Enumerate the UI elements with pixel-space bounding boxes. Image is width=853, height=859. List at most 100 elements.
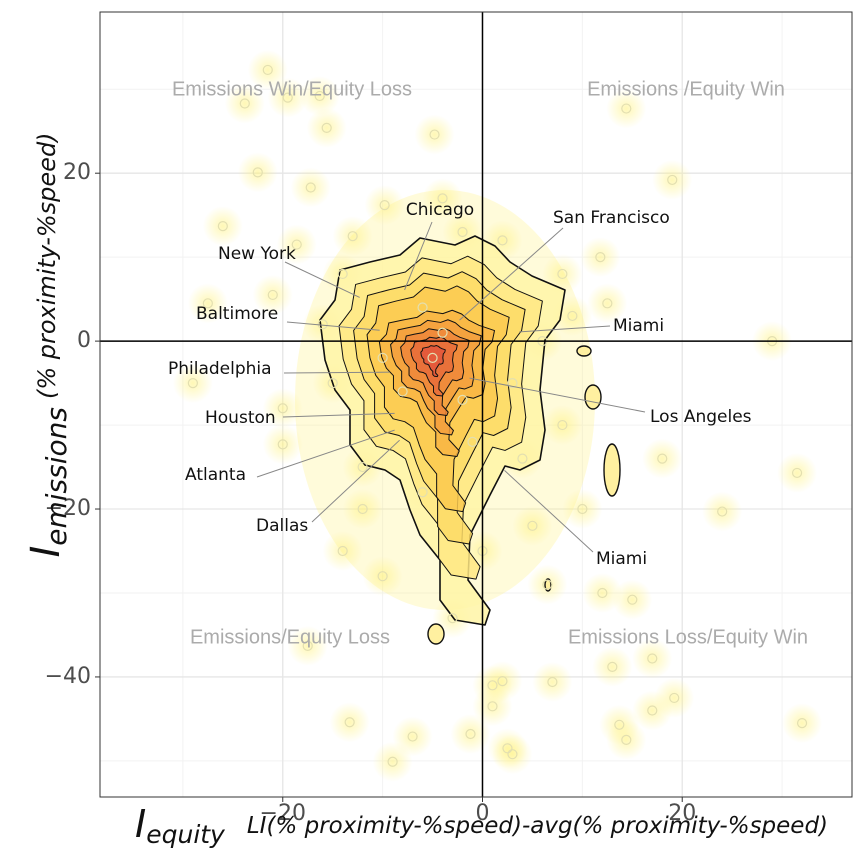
density-glow <box>422 178 463 219</box>
density-glow <box>654 677 695 718</box>
y-axis-title-text: Iemissions (% proximity-%speed) <box>23 132 73 557</box>
point <box>277 403 288 414</box>
point <box>507 377 518 389</box>
x-tick-label: 20 <box>668 801 696 826</box>
density-glow <box>580 237 621 278</box>
point <box>327 377 338 389</box>
density-glow <box>290 167 331 208</box>
point <box>465 728 476 740</box>
density-glow <box>532 661 573 702</box>
y-tick-label: −40 <box>45 664 91 689</box>
point <box>437 193 448 204</box>
density-glow <box>287 625 328 666</box>
density-glow <box>782 703 823 744</box>
quadrant-label: Emissions /Equity Win <box>587 78 785 100</box>
point <box>791 467 803 479</box>
density-contour <box>576 345 592 357</box>
y-title-text: (% proximity-%speed) <box>33 132 61 399</box>
point <box>457 226 468 238</box>
density-glow <box>492 734 533 775</box>
annotation-label: Miami <box>613 316 664 336</box>
point <box>429 129 440 140</box>
point <box>217 220 228 232</box>
point <box>291 239 302 250</box>
x-title-text: LI(% proximity-%speed)-avg(% proximity-%… <box>247 813 828 839</box>
point <box>607 661 618 672</box>
point <box>314 90 325 102</box>
point <box>302 640 313 651</box>
x-title-sub: equity <box>146 820 226 849</box>
annotation-leader <box>286 321 380 331</box>
annotation-label: Atlanta <box>185 465 246 485</box>
point <box>277 439 288 450</box>
density-glow <box>362 556 403 597</box>
annotation-leader <box>519 325 611 333</box>
density-glow <box>582 572 623 613</box>
annotation-label: Dallas <box>256 516 308 536</box>
annotation-label: Houston <box>205 408 276 428</box>
point <box>387 756 398 767</box>
density-glow <box>652 159 693 200</box>
density-glow <box>322 531 363 572</box>
point <box>267 289 278 301</box>
density-glow <box>472 686 513 727</box>
x-tick-label: −20 <box>260 801 306 826</box>
point <box>357 461 368 473</box>
point <box>344 717 355 728</box>
density-glow <box>237 152 278 193</box>
point <box>417 302 428 313</box>
point <box>487 701 498 712</box>
y-tick-label: −20 <box>45 496 91 521</box>
y-tick-label: 0 <box>77 328 91 353</box>
density-glow <box>202 206 243 247</box>
point <box>379 200 390 211</box>
annotation-leader <box>469 377 646 413</box>
point <box>305 182 316 193</box>
x-title-symbol: I <box>135 802 146 846</box>
annotation-leader <box>504 470 594 553</box>
density-glow <box>372 741 413 782</box>
point <box>557 268 568 280</box>
panel-border <box>99 11 853 798</box>
point <box>502 743 513 754</box>
y-axis-title: Iemissions (% proximity-%speed) <box>23 132 73 557</box>
point <box>202 298 213 309</box>
point <box>357 503 368 515</box>
point <box>614 719 625 730</box>
density-glow <box>587 283 628 324</box>
annotation-label: Miami <box>596 549 647 569</box>
density-glow <box>606 719 647 760</box>
point <box>377 571 388 582</box>
density-glow <box>512 505 553 546</box>
annotation-leader <box>404 221 433 291</box>
annotation-leader <box>459 227 564 321</box>
point <box>796 718 808 729</box>
density-glow <box>332 216 373 257</box>
y-tick-label: 20 <box>63 160 91 185</box>
point <box>447 613 458 624</box>
density-glow <box>276 224 317 265</box>
point <box>595 252 606 263</box>
annotation-leader <box>284 261 360 298</box>
density-glow <box>172 363 213 404</box>
density-glow <box>342 489 383 530</box>
point <box>507 749 518 760</box>
quadrant-label: Emissions/Equity Loss <box>190 626 390 648</box>
point <box>239 98 250 109</box>
point <box>527 520 538 531</box>
quadrant-label: Emissions Loss/Equity Win <box>568 626 808 648</box>
point <box>252 167 263 178</box>
x-tick-label: 0 <box>475 801 489 826</box>
point <box>602 298 613 309</box>
point <box>457 394 468 405</box>
point <box>517 453 528 464</box>
point <box>487 680 498 691</box>
annotation-label: Philadelphia <box>168 359 272 379</box>
point <box>621 103 632 114</box>
point <box>337 268 348 280</box>
density-glow <box>450 714 491 755</box>
density-glow <box>247 49 288 90</box>
point <box>547 676 558 688</box>
density-glow <box>299 75 340 116</box>
